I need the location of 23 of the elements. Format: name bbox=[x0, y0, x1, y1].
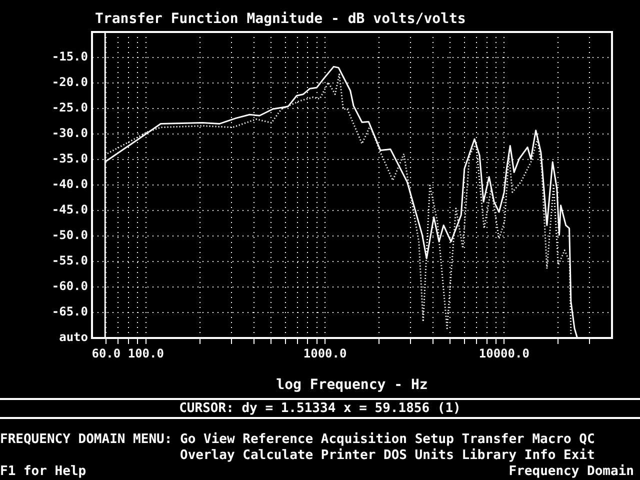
x-tick-label: 60.0 bbox=[92, 346, 121, 360]
x-tick-label: 1000.0 bbox=[303, 346, 347, 360]
y-tick-label: -20.0 bbox=[52, 75, 88, 90]
y-tick-label: -35.0 bbox=[52, 152, 88, 166]
y-tick-label: -50.0 bbox=[52, 228, 88, 242]
x-tick-label: 10000.0 bbox=[478, 346, 530, 360]
y-tick-label: -40.0 bbox=[52, 177, 88, 192]
y-tick-label: -30.0 bbox=[52, 126, 88, 140]
chart-title: Transfer Function Magnitude - dB volts/volts bbox=[95, 11, 466, 27]
text: Frequency Domain bbox=[508, 464, 634, 479]
y-tick-label: -45.0 bbox=[52, 202, 88, 217]
y-tick-label: -55.0 bbox=[52, 254, 88, 268]
x-axis-title: log Frequency - Hz bbox=[276, 377, 428, 394]
text: Overlay Calculate Printer DOS Units Library Info Exit bbox=[180, 448, 595, 463]
x-tick-label: 100.0 bbox=[128, 346, 164, 360]
text: FREQUENCY DOMAIN MENU: Go View Reference Acquisition Setup Transfer Macro QC bbox=[0, 432, 595, 447]
y-tick-label: -15.0 bbox=[52, 50, 88, 64]
y-tick-label: -25.0 bbox=[52, 100, 88, 115]
y-tick-label: auto bbox=[59, 330, 88, 344]
text: CURSOR: dy = 1.51334 x = 59.1856 (1) bbox=[178, 401, 462, 416]
text: F1 for Help bbox=[0, 464, 86, 479]
y-tick-label: -60.0 bbox=[52, 279, 88, 294]
y-tick-label: -65.0 bbox=[52, 304, 88, 319]
